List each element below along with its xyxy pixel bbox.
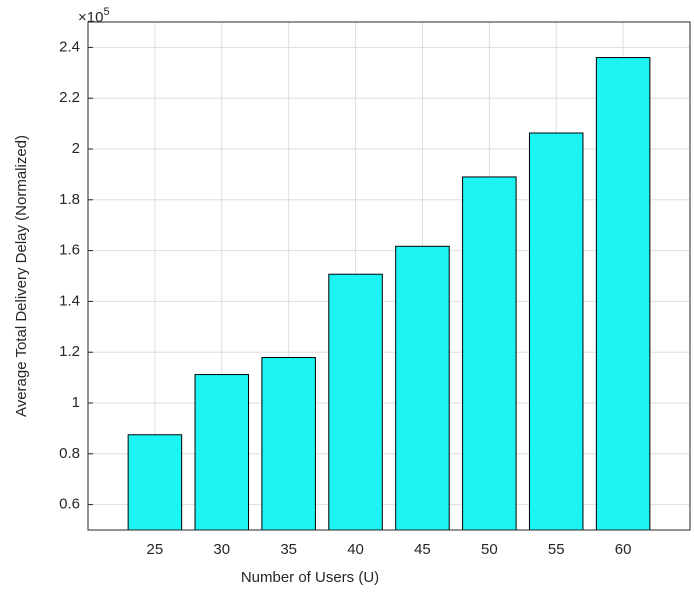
- bar: [528, 132, 584, 531]
- bar: [462, 176, 517, 531]
- y-tick-label: 1: [72, 394, 80, 411]
- y-tick-label: 1.8: [59, 191, 80, 208]
- y-multiplier: ×105: [78, 6, 110, 26]
- bar: [328, 273, 383, 531]
- x-tick-label: 35: [280, 541, 297, 558]
- y-tick-label: 1.4: [59, 292, 80, 309]
- y-tick-label: 0.6: [59, 496, 80, 513]
- y-tick-label: 2.4: [59, 38, 80, 55]
- x-tick-label: 30: [213, 541, 230, 558]
- bar: [395, 245, 450, 531]
- plot-frame: [87, 21, 691, 531]
- multiplier-exponent: 5: [103, 6, 109, 18]
- y-tick-label: 1.6: [59, 242, 80, 259]
- y-tick-label: 2.2: [59, 89, 80, 106]
- x-tick-label: 55: [548, 541, 565, 558]
- y-tick-label: 1.2: [59, 343, 80, 360]
- y-tick-label: 0.8: [59, 445, 80, 462]
- multiplier-base: ×10: [78, 9, 103, 26]
- bar: [595, 57, 651, 531]
- y-tick-label: 2: [72, 140, 80, 157]
- bar: [194, 374, 250, 531]
- x-tick-label: 40: [347, 541, 364, 558]
- y-axis-title: Average Total Delivery Delay (Normalized…: [13, 135, 30, 417]
- bar: [261, 357, 316, 531]
- x-tick-label: 45: [414, 541, 431, 558]
- x-tick-label: 60: [615, 541, 632, 558]
- x-axis-title: Number of Users (U): [241, 569, 379, 586]
- bar: [127, 434, 183, 531]
- x-tick-label: 25: [147, 541, 164, 558]
- x-tick-label: 50: [481, 541, 498, 558]
